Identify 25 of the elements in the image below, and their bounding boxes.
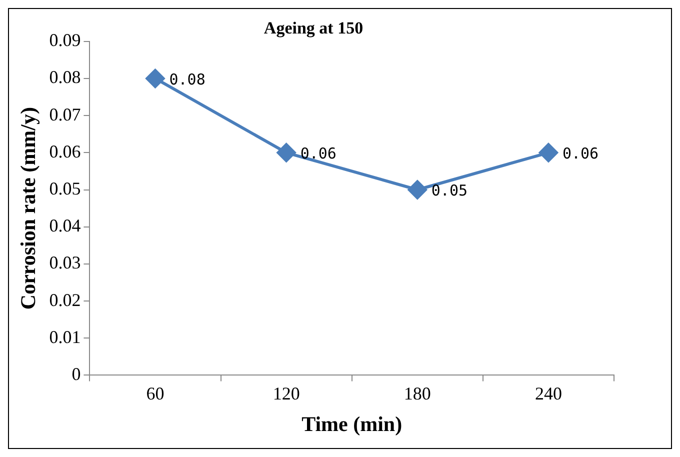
- y-axis-title: Corrosion rate (mm/y): [16, 107, 40, 310]
- y-tick-label: 0.07: [49, 104, 81, 124]
- y-tick-label: 0.01: [49, 326, 81, 347]
- y-tick-label: 0.03: [49, 252, 81, 273]
- x-axis-title: Time (min): [302, 412, 402, 436]
- y-tick-label: 0.04: [49, 216, 81, 236]
- data-label: 0.06: [300, 144, 336, 163]
- data-label: 0.05: [431, 182, 468, 200]
- point: [146, 68, 165, 88]
- x-tick-label: 60: [146, 384, 164, 404]
- x-tick-label: 180: [404, 384, 431, 404]
- y-tick-label: 0.02: [49, 290, 81, 310]
- point: [408, 180, 427, 200]
- chart-title: Ageing at 150: [264, 18, 364, 38]
- data-label: 0.08: [169, 70, 206, 88]
- point: [538, 143, 558, 162]
- data-label: 0.06: [562, 144, 599, 163]
- x-tick-label: 120: [272, 384, 300, 404]
- point: [276, 143, 296, 162]
- x-tick-label: 240: [534, 384, 562, 404]
- y-tick-label: 0.05: [49, 178, 81, 198]
- y-tick-label: 0: [72, 364, 81, 384]
- y-tick-label: 0.09: [49, 30, 81, 50]
- y-tick-label: 0.06: [49, 141, 81, 162]
- y-tick-label: 0.08: [49, 67, 81, 88]
